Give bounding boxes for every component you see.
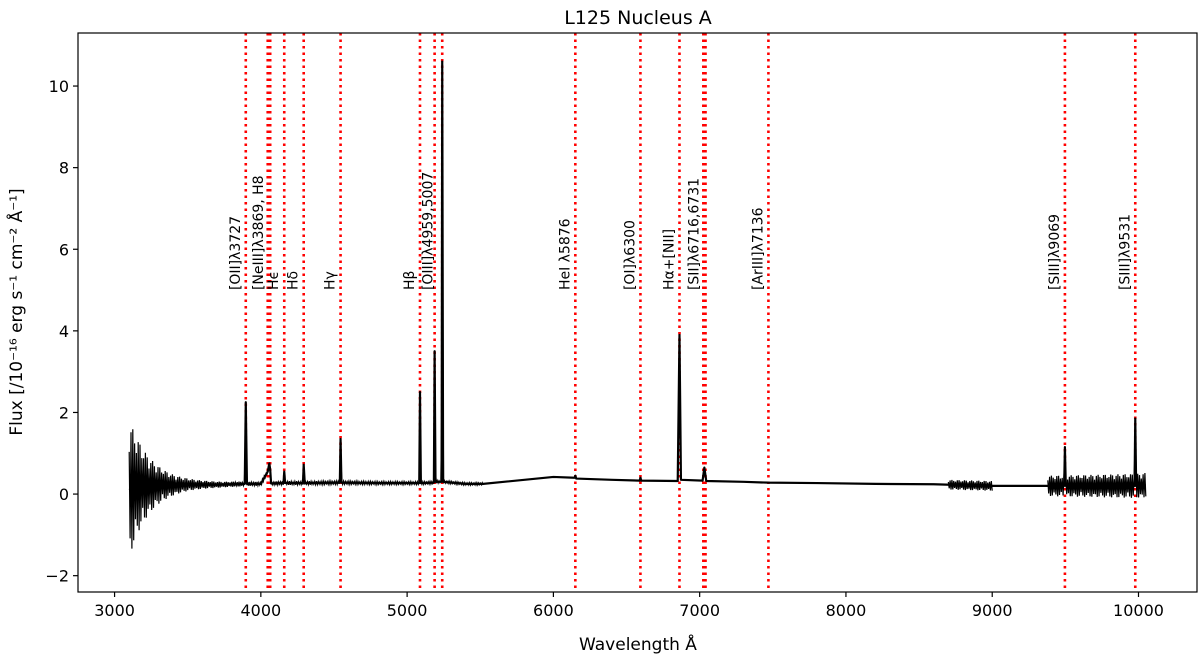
emission-line-label: [SIII]λ9531: [1117, 214, 1133, 290]
emission-line-label: Hγ: [323, 271, 339, 290]
y-axis: −2 0 2 4 6 8 10: [45, 77, 78, 586]
emission-line-marker: [OII]λ3727: [228, 33, 248, 592]
y-tick-label: 2: [59, 403, 69, 422]
x-tick-label: 6000: [533, 601, 574, 620]
emission-line-marker: [NeIII]λ3869, H8: [251, 33, 272, 592]
y-tick-label: 0: [59, 485, 69, 504]
x-axis-label: Wavelength Å: [579, 633, 697, 655]
x-axis: 3000 4000 5000 6000 7000 8000 9000 10000: [94, 592, 1164, 620]
x-tick-label: 8000: [826, 601, 867, 620]
emission-line-marker: [OI]λ6300: [622, 33, 642, 592]
y-axis-label: Flux [/10⁻¹⁶ erg s⁻¹ cm⁻² Å⁻¹]: [5, 188, 27, 435]
emission-line-marker: [SII]λ6716,6731: [686, 33, 707, 592]
emission-line-marker: HeI λ5876: [557, 33, 577, 592]
emission-line-label: [SII]λ6716,6731: [686, 178, 702, 290]
x-tick-label: 10000: [1113, 601, 1164, 620]
emission-line-marker: Hδ: [286, 33, 306, 592]
emission-line-marker: Hγ: [323, 33, 342, 592]
emission-line-marker: Hϵ: [266, 33, 286, 592]
y-tick-label: −2: [45, 567, 69, 586]
emission-line-marker: Hβ: [402, 33, 422, 592]
y-tick-label: 8: [59, 159, 69, 178]
x-tick-label: 5000: [387, 601, 428, 620]
chart-title: L125 Nucleus A: [564, 7, 712, 29]
emission-line-label: Hα+[NII]: [661, 229, 677, 290]
emission-line-marker: Hα+[NII]: [661, 33, 681, 592]
emission-line-label: [OIII]λ4959,5007: [420, 172, 436, 290]
x-tick-label: 7000: [679, 601, 720, 620]
emission-line-label: [SIII]λ9069: [1047, 214, 1063, 290]
emission-line-label: Hβ: [402, 271, 418, 290]
y-tick-label: 4: [59, 322, 69, 341]
spectrum-line: [128, 60, 1146, 491]
emission-line-marker: [ArIII]λ7136: [750, 33, 770, 592]
emission-line-label: Hϵ: [266, 271, 282, 290]
plot-area: [OII]λ3727 [NeIII]λ3869, H8 Hϵ Hδ Hγ Hβ [OIII]…: [128, 33, 1147, 592]
emission-line-label: Hδ: [286, 271, 302, 290]
emission-line-label: [NeIII]λ3869, H8: [251, 175, 267, 290]
y-tick-label: 6: [59, 240, 69, 259]
emission-line-label: HeI λ5876: [557, 218, 573, 290]
emission-line-marker: [SIII]λ9531: [1117, 33, 1137, 592]
emission-line-label: [OI]λ6300: [622, 220, 638, 290]
x-tick-label: 9000: [972, 601, 1013, 620]
emission-line-marker: [SIII]λ9069: [1047, 33, 1067, 592]
emission-line-label: [OII]λ3727: [228, 216, 244, 290]
axes-frame: [77, 32, 1198, 593]
x-tick-label: 3000: [94, 601, 135, 620]
emission-line-label: [ArIII]λ7136: [750, 207, 766, 290]
x-tick-label: 4000: [240, 601, 281, 620]
y-tick-label: 10: [49, 77, 69, 96]
